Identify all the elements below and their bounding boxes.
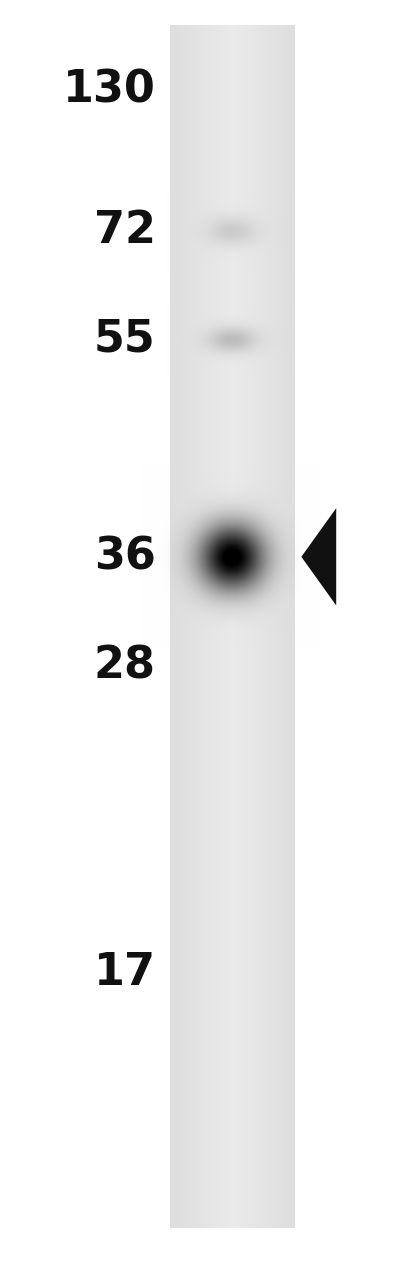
Text: 36: 36 xyxy=(94,535,155,579)
Text: 130: 130 xyxy=(63,68,155,111)
Text: 17: 17 xyxy=(94,951,155,995)
Text: 72: 72 xyxy=(94,209,155,252)
Polygon shape xyxy=(301,508,335,605)
Text: 28: 28 xyxy=(94,644,155,687)
Text: 55: 55 xyxy=(94,317,155,361)
